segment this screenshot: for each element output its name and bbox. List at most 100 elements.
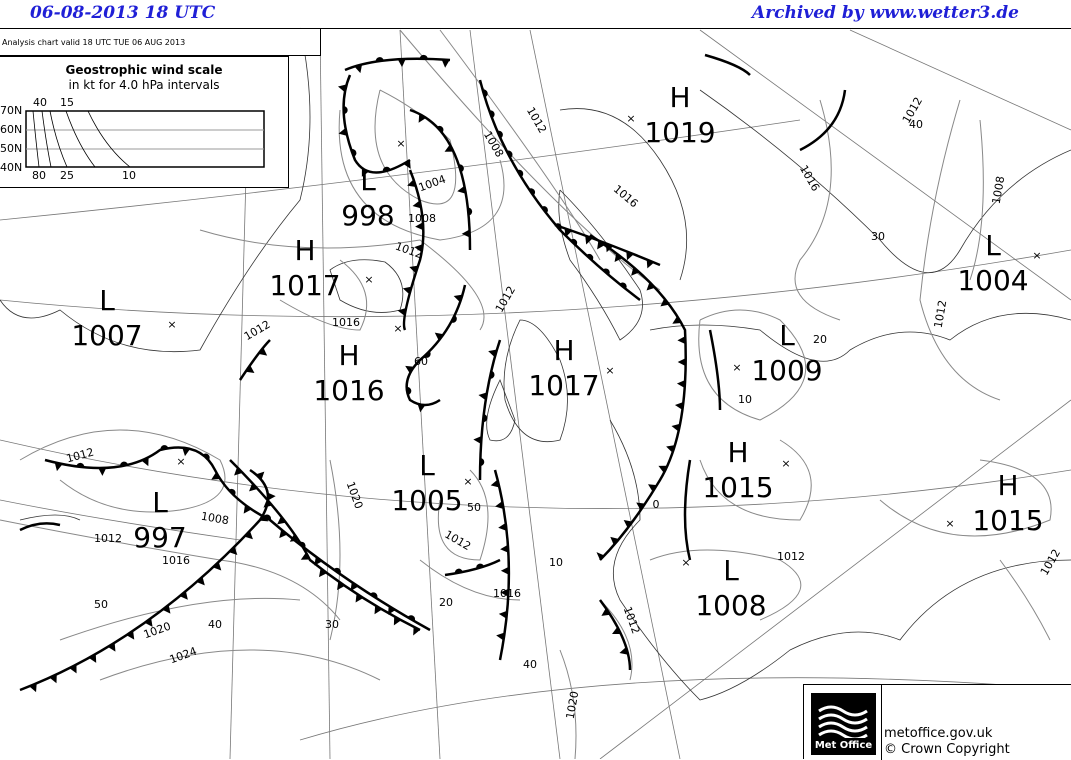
- pressure-center-type: H: [294, 234, 315, 267]
- warm-front-semicircle: [528, 188, 536, 196]
- cold-front: [238, 339, 271, 381]
- isobar: [879, 459, 1052, 537]
- isobar: [794, 99, 841, 321]
- center-cross-icon: ×: [176, 455, 185, 468]
- isobar: [999, 559, 1051, 641]
- cold-front-triangle: [144, 618, 153, 627]
- warm-front-semicircle: [263, 514, 271, 521]
- isobar: [279, 259, 368, 331]
- cold-front-triangle: [402, 286, 412, 295]
- warm-front-semicircle: [76, 462, 85, 468]
- warm-front-semicircle: [406, 386, 412, 395]
- cold-front-triangle: [490, 479, 500, 488]
- cold-front-triangle: [413, 626, 420, 636]
- coastline: [486, 379, 516, 442]
- none-front: [19, 522, 61, 532]
- wind-scale-graph: [25, 110, 265, 168]
- cold-front-triangle: [677, 336, 686, 345]
- lat-label: 50N: [0, 142, 23, 155]
- lat-label: 70N: [0, 104, 23, 117]
- warm-front-semicircle: [343, 106, 348, 115]
- occ-front: [405, 284, 467, 407]
- cold-front-triangle: [453, 294, 463, 303]
- isobar-label: 1016: [797, 163, 822, 194]
- cold-front-triangle: [196, 576, 205, 586]
- warm-front-semicircle: [602, 268, 610, 276]
- center-cross-icon: ×: [167, 318, 176, 331]
- grid-line: [699, 29, 1071, 301]
- cold-front-triangle: [126, 630, 135, 640]
- cold-front: [493, 469, 511, 661]
- cold-front: [598, 599, 632, 671]
- cold-front-triangle: [677, 358, 686, 367]
- warm-front-semicircle: [333, 567, 341, 575]
- center-cross-icon: ×: [396, 137, 405, 150]
- pressure-center-type: H: [997, 469, 1018, 502]
- pressure-center-value: 1019: [644, 116, 715, 149]
- none-front: [708, 329, 722, 411]
- cold-front-triangle: [179, 591, 188, 600]
- pressure-center-type: L: [723, 554, 739, 587]
- warm-front-semicircle: [482, 414, 488, 423]
- cold-front-triangle: [496, 632, 505, 641]
- pressure-center-value: 1009: [751, 354, 822, 387]
- isobar-label: 1020: [564, 690, 582, 720]
- grid-line: [0, 439, 1071, 509]
- coastline: [609, 419, 1071, 701]
- cold-front-triangle: [417, 403, 426, 413]
- met-office-logo: Met Office: [811, 693, 876, 755]
- website-link[interactable]: metoffice.gov.uk: [884, 726, 993, 741]
- warm-front-semicircle: [436, 125, 444, 133]
- pressure-center-value: 1004: [957, 264, 1028, 297]
- cold-front-triangle: [666, 445, 675, 453]
- isobar-label: 1012: [932, 299, 950, 329]
- warm-front-semicircle: [476, 563, 485, 569]
- cold-front: [19, 468, 270, 692]
- isobar-label: 1008: [200, 510, 230, 528]
- cold-front-triangle: [611, 626, 621, 634]
- cold-front-triangle: [162, 604, 171, 614]
- isobar: [59, 597, 301, 641]
- isobar: [437, 469, 489, 561]
- center-cross-icon: ×: [393, 322, 402, 335]
- isobar: [699, 439, 812, 521]
- cold-front-triangle: [397, 307, 407, 316]
- pressure-center-value: 997: [133, 521, 186, 554]
- cold-front: [402, 169, 425, 331]
- warm-front-semicircle: [419, 54, 428, 59]
- isobar: [599, 599, 633, 681]
- pressure-center-type: H: [727, 436, 748, 469]
- warm-front: [444, 558, 501, 577]
- grid-label: 60: [414, 355, 428, 368]
- isobar-label: 1008: [990, 175, 1008, 205]
- isobar: [99, 649, 381, 681]
- center-cross-icon: ×: [945, 517, 954, 530]
- valid-time-label: Analysis chart valid 18 UTC TUE 06 AUG 2…: [0, 28, 321, 56]
- cold-front-triangle: [405, 365, 415, 374]
- center-cross-icon: ×: [364, 273, 373, 286]
- isobar-label: 1004: [417, 173, 448, 195]
- cold-front-triangle: [277, 516, 286, 525]
- cold-front-triangle: [374, 605, 383, 615]
- isobar: [0, 519, 341, 621]
- warm-front-semicircle: [228, 488, 236, 496]
- center-cross-icon: ×: [732, 361, 741, 374]
- center-cross-icon: ×: [626, 112, 635, 125]
- cold-front-triangle: [596, 552, 605, 560]
- cold-front-triangle: [646, 282, 656, 291]
- warm-front-semicircle: [541, 206, 548, 214]
- pressure-center-value: 998: [341, 199, 394, 232]
- cold-front-triangle: [69, 664, 77, 674]
- grid-label: 20: [813, 333, 827, 346]
- warm-front-semicircle: [451, 315, 457, 323]
- cold-front-triangle: [350, 582, 359, 591]
- cold-front-triangle: [636, 502, 646, 511]
- cold-front-triangle: [88, 653, 97, 663]
- pressure-center-type: L: [152, 486, 168, 519]
- cold-front: [229, 459, 421, 632]
- cold-front-triangle: [314, 556, 323, 566]
- cold-front-triangle: [141, 457, 149, 467]
- isobar-label: 1020: [344, 480, 366, 511]
